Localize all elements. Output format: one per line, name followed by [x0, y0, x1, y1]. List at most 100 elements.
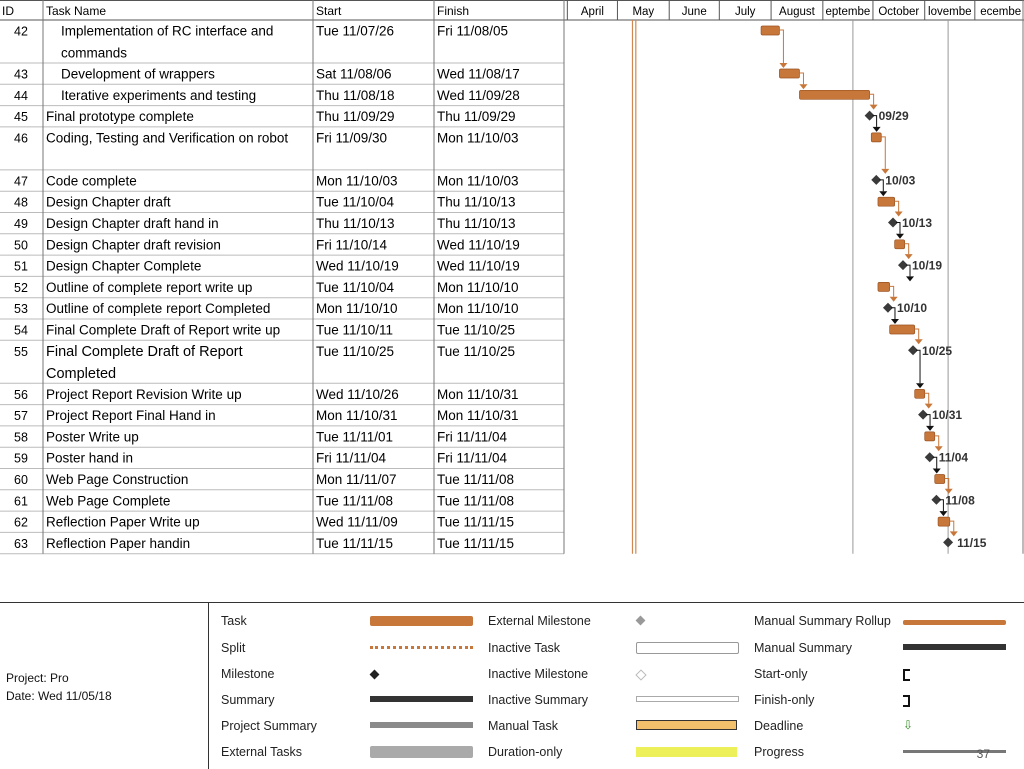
dependency-arrow — [914, 339, 923, 345]
row-id: 49 — [14, 217, 28, 231]
row-task-name: Reflection Paper Write up — [46, 515, 200, 530]
dependency-line — [890, 307, 896, 319]
row-task-name: Design Chapter draft hand in — [46, 216, 219, 231]
row-finish-date: Mon 11/10/03 — [437, 130, 519, 145]
dependency-arrow — [904, 254, 913, 260]
legend-inactive-task-label: Inactive Task — [488, 641, 561, 655]
row-id: 46 — [14, 131, 28, 145]
dependency-arrow — [895, 233, 904, 239]
row-start-date: Fri 11/10/14 — [316, 237, 388, 252]
task-bar — [877, 196, 896, 207]
row-finish-date: Wed 11/10/19 — [437, 237, 520, 252]
row-task-name: Final Complete Draft of Report — [46, 344, 243, 360]
dependency-line — [934, 435, 940, 447]
dependency-arrow — [872, 126, 881, 132]
row-id: 61 — [14, 494, 28, 508]
legend-deadline-label: Deadline — [754, 719, 804, 733]
milestone-diamond — [931, 494, 942, 505]
row-finish-date: Tue 11/11/08 — [437, 493, 514, 508]
row-task-name: Code complete — [46, 173, 137, 188]
row-task-name: Coding, Testing and Verification on robo… — [46, 130, 288, 145]
row-finish-date: Mon 11/10/31 — [437, 408, 519, 423]
legend-duration-only-label: Duration-only — [488, 745, 563, 759]
row-task-name: Final prototype complete — [46, 109, 194, 124]
row-finish-date: Wed 11/08/17 — [437, 67, 520, 82]
row-id: 54 — [14, 324, 28, 338]
task-bar — [799, 89, 870, 100]
milestone-date-label: 10/25 — [922, 344, 952, 358]
month-header-april: April — [581, 6, 604, 18]
dependency-arrow — [934, 446, 943, 452]
row-id: 53 — [14, 302, 28, 316]
legend-project-summary-label: Project Summary — [221, 719, 317, 733]
legend-inactive-milestone-label: Inactive Milestone — [488, 667, 589, 681]
legend-manual-summary-rollup-label: Manual Summary Rollup — [754, 614, 891, 628]
row-id: 42 — [14, 25, 28, 39]
row-id: 58 — [14, 430, 28, 444]
dependency-line — [894, 200, 900, 212]
row-start-date: Sat 11/08/06 — [316, 67, 392, 82]
milestone-diamond — [908, 345, 919, 356]
row-task-name: Outline of complete report write up — [46, 280, 252, 295]
row-start-date: Mon 11/10/31 — [316, 408, 398, 423]
month-header-october: October — [878, 6, 919, 18]
legend-task-label: Task — [221, 614, 247, 628]
row-task-name: Design Chapter draft revision — [46, 237, 221, 252]
header-background — [0, 0, 1024, 20]
row-start-date: Tue 11/11/15 — [316, 536, 393, 551]
legend-duration-only-symbol — [636, 747, 737, 757]
row-start-date: Fri 11/11/04 — [316, 451, 387, 466]
legend-inactive-task-symbol — [636, 642, 739, 654]
row-task-name: Project Report Final Hand in — [46, 408, 216, 423]
row-id: 50 — [14, 238, 28, 252]
month-header-june: June — [682, 6, 707, 18]
legend-progress-symbol — [903, 750, 1006, 753]
row-start-date: Mon 11/10/03 — [316, 173, 398, 188]
dependency-line — [881, 136, 886, 169]
gantt-chart: ID Task Name Start Finish April May June July Au… — [0, 0, 1024, 555]
row-start-date: Wed 11/10/26 — [316, 387, 399, 402]
row-finish-date: Thu 11/10/13 — [437, 195, 516, 210]
row-id: 43 — [14, 68, 28, 82]
row-finish-date: Fri 11/11/04 — [437, 451, 508, 466]
dependency-line — [779, 29, 784, 63]
row-id: 62 — [14, 516, 28, 530]
row-start-date: Mon 11/10/10 — [316, 301, 398, 316]
row-start-date: Fri 11/09/30 — [316, 130, 387, 145]
legend-finish-only-symbol — [903, 695, 910, 707]
legend-deadline-icon: ⇩ — [903, 718, 914, 732]
legend-manual-summary-rollup-symbol — [903, 620, 1006, 625]
legend-external-milestone-label: External Milestone — [488, 614, 591, 628]
legend-inactive-milestone-symbol — [635, 669, 647, 681]
legend-manual-summary-symbol — [903, 644, 1006, 650]
row-start-date: Thu 11/09/29 — [316, 109, 395, 124]
dependency-line — [904, 243, 910, 255]
milestone-date-label: 11/04 — [939, 451, 969, 465]
row-start-date: Mon 11/11/07 — [316, 472, 397, 487]
row-start-date: Tue 11/10/11 — [316, 323, 393, 338]
row-task-name: Web Page Complete — [46, 493, 170, 508]
legend-progress-label: Progress — [754, 745, 805, 759]
dependency-arrow — [944, 488, 953, 494]
milestone-diamond — [864, 110, 875, 121]
row-id: 51 — [14, 260, 28, 274]
legend-divider — [208, 603, 209, 769]
row-finish-date: Tue 11/11/15 — [437, 536, 514, 551]
row-task-name: Implementation of RC interface and — [61, 24, 273, 39]
dependency-arrow — [924, 403, 933, 409]
task-bar — [924, 431, 936, 442]
row-task-name: Outline of complete report Completed — [46, 301, 270, 316]
milestone-date-label: 10/31 — [932, 408, 962, 422]
row-id: 48 — [14, 196, 28, 210]
row-task-name: Web Page Construction — [46, 472, 188, 487]
task-bar — [937, 516, 951, 527]
milestone-date-label: 09/29 — [879, 109, 909, 123]
dependency-line — [869, 93, 875, 105]
row-task-name: Project Report Revision Write up — [46, 387, 242, 402]
row-id: 52 — [14, 281, 28, 295]
row-finish-date: Wed 11/10/19 — [437, 259, 520, 274]
dependency-arrow — [779, 63, 788, 68]
milestone-date-label: 10/19 — [912, 259, 942, 273]
header-id: ID — [2, 4, 14, 18]
dependency-arrow — [890, 319, 899, 324]
